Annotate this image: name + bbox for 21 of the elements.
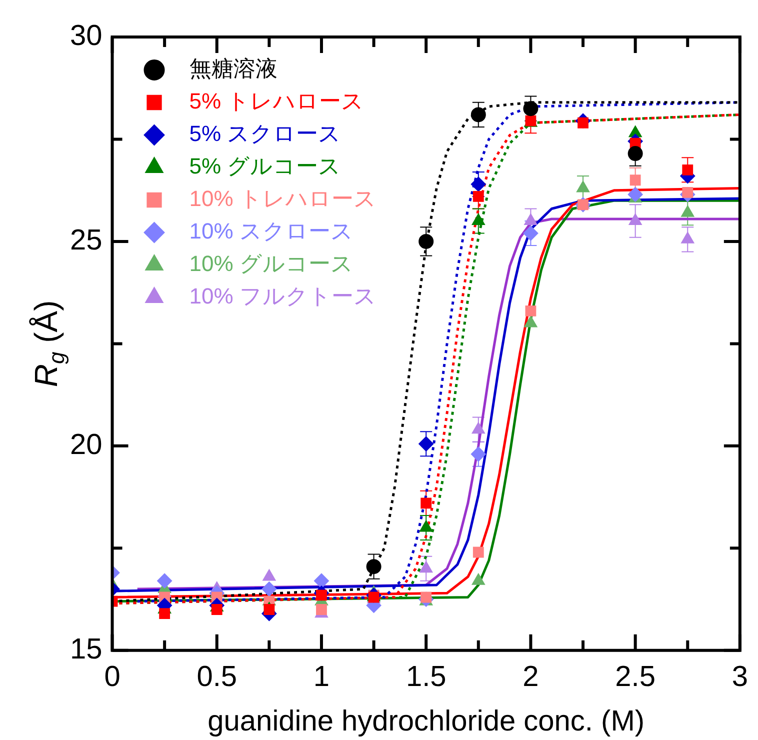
x-tick-label: 0 xyxy=(104,660,120,693)
legend-label: 10% トレハロース xyxy=(189,186,376,212)
legend-label: 5% スクロース xyxy=(189,121,342,146)
legend-label: 10% グルコース xyxy=(189,251,354,276)
legend-label: 10% スクロース xyxy=(189,218,354,244)
y-tick-label: 25 xyxy=(70,224,102,256)
x-tick-label: 2 xyxy=(522,660,539,693)
x-tick-label: 0.5 xyxy=(196,660,238,693)
legend-label: 5% トレハロース xyxy=(189,88,364,114)
legend-label: 5% グルコース xyxy=(189,154,342,179)
legend-label: 無糖溶液 xyxy=(189,56,278,82)
x-axis-title: guanidine hydrochloride conc. (M) xyxy=(208,706,645,738)
legend-label: 10% フルクトース xyxy=(189,284,376,309)
x-tick-label: 1.5 xyxy=(406,660,446,693)
y-tick-label: 30 xyxy=(70,20,102,52)
x-tick-label: 1 xyxy=(313,660,330,693)
x-tick-label: 3 xyxy=(732,660,748,693)
y-tick-label: 15 xyxy=(70,633,102,666)
x-tick-label: 2.5 xyxy=(615,660,656,693)
y-axis-title: Rg (Å) xyxy=(28,300,70,388)
y-tick-label: 20 xyxy=(70,428,102,461)
